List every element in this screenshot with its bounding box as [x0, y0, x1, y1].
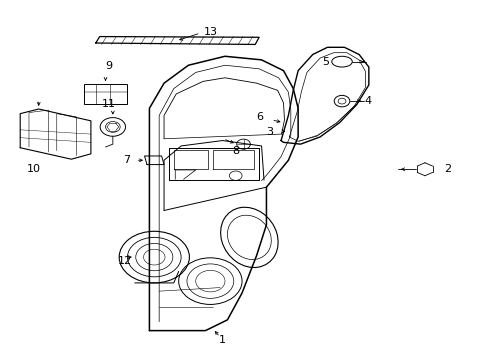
Text: 9: 9: [105, 60, 112, 71]
Text: 2: 2: [444, 164, 450, 174]
Text: 10: 10: [27, 164, 41, 174]
Text: 1: 1: [219, 334, 225, 345]
Bar: [83, 84, 127, 104]
Text: 5: 5: [322, 57, 329, 67]
Text: 7: 7: [122, 155, 130, 165]
Text: 4: 4: [363, 96, 370, 106]
Text: 6: 6: [256, 112, 263, 122]
Text: 8: 8: [232, 145, 239, 156]
Text: 12: 12: [118, 256, 132, 266]
Text: 3: 3: [265, 127, 272, 136]
Text: 11: 11: [102, 99, 116, 109]
Text: 13: 13: [203, 27, 217, 37]
